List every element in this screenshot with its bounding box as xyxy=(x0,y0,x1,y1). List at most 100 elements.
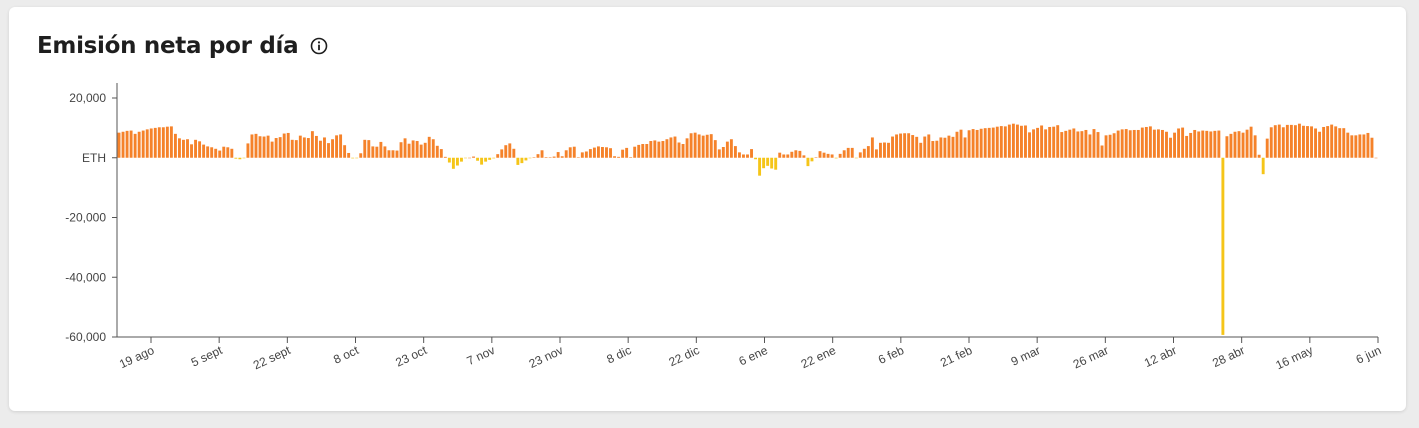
bar[interactable] xyxy=(1128,130,1132,158)
bar[interactable] xyxy=(673,136,677,158)
bar[interactable] xyxy=(967,130,971,158)
bar[interactable] xyxy=(387,150,391,158)
bar[interactable] xyxy=(601,147,604,158)
bar[interactable] xyxy=(721,147,725,158)
bar[interactable] xyxy=(778,152,782,158)
bar[interactable] xyxy=(762,157,766,169)
bar[interactable] xyxy=(1072,128,1076,158)
bar[interactable] xyxy=(665,139,669,158)
bar[interactable] xyxy=(943,137,947,158)
bar[interactable] xyxy=(1318,131,1322,158)
bar[interactable] xyxy=(1346,132,1350,158)
bar[interactable] xyxy=(891,136,894,158)
bar[interactable] xyxy=(500,149,504,158)
bar[interactable] xyxy=(802,155,806,158)
bar[interactable] xyxy=(701,135,705,158)
bar[interactable] xyxy=(460,157,463,162)
bar[interactable] xyxy=(310,131,314,158)
bar[interactable] xyxy=(1342,128,1346,158)
bar[interactable] xyxy=(963,137,967,158)
bar[interactable] xyxy=(484,157,488,162)
bar[interactable] xyxy=(625,147,629,158)
bar[interactable] xyxy=(157,127,161,158)
bar[interactable] xyxy=(262,136,266,158)
bar[interactable] xyxy=(790,151,794,158)
bar[interactable] xyxy=(564,150,568,158)
bar[interactable] xyxy=(975,129,979,158)
bar[interactable] xyxy=(1036,127,1040,158)
bar[interactable] xyxy=(907,133,911,158)
bar[interactable] xyxy=(278,137,282,158)
bar[interactable] xyxy=(669,137,673,158)
bar[interactable] xyxy=(633,146,637,158)
bar[interactable] xyxy=(1124,129,1128,158)
bar[interactable] xyxy=(939,137,943,158)
bar[interactable] xyxy=(1092,129,1096,158)
bar[interactable] xyxy=(1048,126,1052,158)
bar[interactable] xyxy=(1197,131,1201,158)
bar[interactable] xyxy=(1302,125,1305,158)
bar[interactable] xyxy=(403,138,407,158)
bar[interactable] xyxy=(178,138,181,158)
bar[interactable] xyxy=(206,146,210,158)
bar[interactable] xyxy=(1221,157,1225,335)
bar[interactable] xyxy=(774,157,778,170)
bar[interactable] xyxy=(294,140,298,158)
bar[interactable] xyxy=(186,139,189,158)
bar[interactable] xyxy=(1104,135,1108,158)
bar[interactable] xyxy=(609,148,612,158)
bar[interactable] xyxy=(1233,131,1237,158)
bar[interactable] xyxy=(1334,126,1338,158)
bar[interactable] xyxy=(588,149,592,158)
bar[interactable] xyxy=(137,131,141,158)
bar[interactable] xyxy=(814,157,818,158)
bar[interactable] xyxy=(270,141,274,158)
bar[interactable] xyxy=(367,140,371,158)
bar[interactable] xyxy=(548,157,552,158)
bar[interactable] xyxy=(1148,126,1152,158)
bar[interactable] xyxy=(121,131,125,158)
bar[interactable] xyxy=(754,157,758,160)
bar[interactable] xyxy=(455,157,459,166)
bar[interactable] xyxy=(556,152,560,158)
bar[interactable] xyxy=(858,152,862,158)
bar[interactable] xyxy=(955,131,959,158)
bar[interactable] xyxy=(661,141,665,158)
bar[interactable] xyxy=(911,135,915,158)
bar[interactable] xyxy=(1205,130,1209,158)
bar[interactable] xyxy=(584,151,588,158)
bar[interactable] xyxy=(1314,128,1317,158)
bar[interactable] xyxy=(117,132,121,158)
bar[interactable] xyxy=(733,146,737,158)
bar[interactable] xyxy=(971,129,975,158)
bar[interactable] xyxy=(746,154,749,158)
bar[interactable] xyxy=(1185,135,1189,158)
bar[interactable] xyxy=(1269,127,1273,158)
bar[interactable] xyxy=(1229,133,1233,158)
bar[interactable] xyxy=(447,157,451,163)
bar[interactable] xyxy=(592,147,596,158)
bar[interactable] xyxy=(145,129,149,158)
bar[interactable] xyxy=(645,144,649,158)
bar[interactable] xyxy=(1253,135,1257,158)
bar[interactable] xyxy=(1281,127,1285,158)
bar[interactable] xyxy=(226,147,230,158)
bar[interactable] xyxy=(685,138,689,158)
bar[interactable] xyxy=(258,136,262,158)
bar[interactable] xyxy=(1084,129,1088,158)
bar[interactable] xyxy=(1273,125,1277,158)
bar[interactable] xyxy=(1056,125,1060,158)
bar[interactable] xyxy=(1120,129,1124,158)
bar[interactable] xyxy=(1032,129,1035,158)
bar[interactable] xyxy=(621,149,625,158)
bar[interactable] xyxy=(1289,124,1293,158)
bar[interactable] xyxy=(1354,135,1358,158)
bar[interactable] xyxy=(435,145,439,158)
bar[interactable] xyxy=(1374,157,1378,159)
bar[interactable] xyxy=(1136,129,1140,158)
bar[interactable] xyxy=(806,157,810,167)
bar[interactable] xyxy=(915,136,919,158)
bar[interactable] xyxy=(488,157,492,160)
bar[interactable] xyxy=(451,157,455,169)
bar[interactable] xyxy=(1338,128,1342,158)
